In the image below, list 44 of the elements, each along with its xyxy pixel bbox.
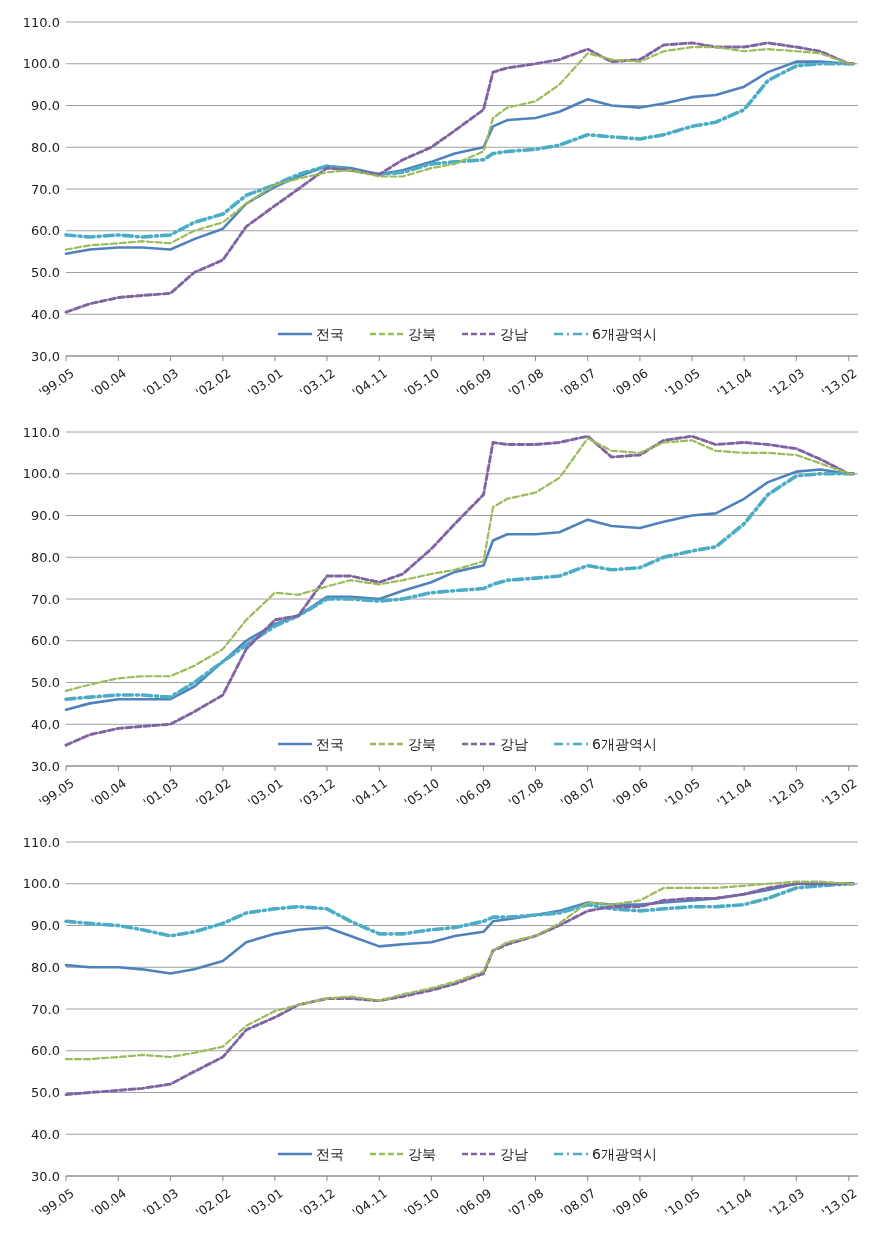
y-tick-label: 80.0	[31, 959, 60, 975]
y-tick-label: 70.0	[31, 1001, 60, 1017]
line-series	[64, 41, 855, 314]
legend-label: 강북	[408, 1145, 436, 1162]
y-tick-label: 100.0	[22, 56, 60, 72]
legend-label: 6개광역시	[592, 1145, 657, 1162]
legend-label: 강남	[500, 735, 528, 752]
line-series	[64, 880, 855, 1061]
y-tick-label: 100.0	[22, 466, 60, 482]
y-tick-label: 110.0	[22, 424, 60, 440]
y-tick-label: 90.0	[31, 508, 60, 524]
legend-label: 전국	[316, 325, 344, 342]
y-tick-label: 50.0	[31, 265, 60, 281]
y-tick-label: 30.0	[31, 1168, 60, 1184]
y-tick-label: 60.0	[31, 1043, 60, 1059]
y-tick-label: 70.0	[31, 591, 60, 607]
y-tick-label: 110.0	[22, 834, 60, 850]
legend-label: 강남	[500, 1145, 528, 1162]
y-tick-label: 110.0	[22, 14, 60, 30]
line-series	[64, 881, 855, 938]
y-tick-label: 90.0	[31, 98, 60, 114]
legend-label: 전국	[316, 1145, 344, 1162]
legend-label: 강북	[408, 325, 436, 342]
y-tick-label: 80.0	[31, 549, 60, 565]
y-tick-label: 70.0	[31, 181, 60, 197]
legend-label: 전국	[316, 735, 344, 752]
y-tick-label: 40.0	[31, 1126, 60, 1142]
legend-label: 6개광역시	[592, 735, 657, 752]
y-tick-label: 40.0	[31, 716, 60, 732]
y-tick-label: 60.0	[31, 223, 60, 239]
y-tick-label: 30.0	[31, 758, 60, 774]
line-series	[64, 882, 855, 1097]
legend-label: 강남	[500, 325, 528, 342]
legend-label: 6개광역시	[592, 325, 657, 342]
y-tick-label: 80.0	[31, 139, 60, 155]
line-series	[64, 437, 855, 692]
legend-label: 강북	[408, 735, 436, 752]
y-tick-label: 100.0	[22, 876, 60, 892]
y-tick-label: 30.0	[31, 348, 60, 364]
y-tick-label: 60.0	[31, 633, 60, 649]
y-tick-label: 50.0	[31, 1085, 60, 1101]
y-tick-label: 90.0	[31, 918, 60, 934]
y-tick-label: 40.0	[31, 306, 60, 322]
y-tick-label: 50.0	[31, 675, 60, 691]
